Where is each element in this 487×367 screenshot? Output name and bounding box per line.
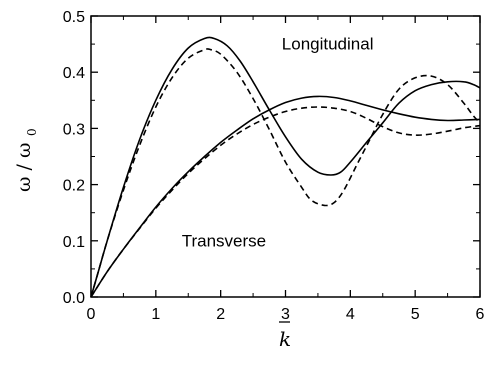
series-line-2 [90,95,481,298]
x-tick-label-6: 6 [476,306,485,323]
y-tick-label-0: 0.0 [63,290,85,307]
x-tick-label-1: 1 [151,306,160,323]
annotation-transverse: Transverse [182,231,266,250]
y-axis-label-subscript: 0 [25,128,39,136]
tick-layer: 0 1 2 3 4 5 6 0.0 0.1 0.2 0.3 0.4 0.5 [63,9,485,323]
y-tick-label-2: 0.2 [63,178,85,195]
y-tick-label-1: 0.1 [63,234,85,251]
y-tick-label-4: 0.4 [63,65,85,82]
x-axis-label: k [279,327,291,351]
y-tick-label-5: 0.5 [63,9,85,26]
series-line-0 [90,36,481,298]
x-tick-label-5: 5 [411,306,420,323]
x-tick-label-0: 0 [87,306,96,323]
x-tick-label-4: 4 [346,306,355,323]
series-line-1 [90,48,481,298]
x-tick-label-3: 3 [281,306,290,323]
series-layer [90,36,481,298]
x-tick-label-2: 2 [216,306,225,323]
y-tick-label-3: 0.3 [63,121,85,138]
series-line-3 [90,106,481,298]
y-axis-label: ω / ω [13,143,35,192]
plot-frame [90,15,481,298]
y-axis-label-group: ω / ω 0 [13,128,39,192]
annotation-longitudinal: Longitudinal [282,35,374,54]
